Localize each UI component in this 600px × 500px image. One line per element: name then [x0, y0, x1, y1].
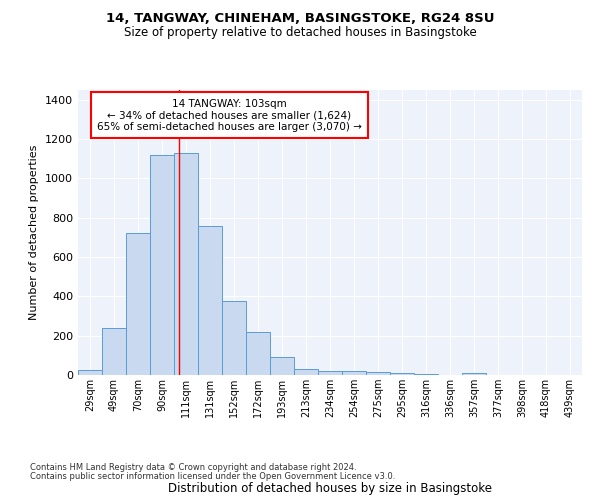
Y-axis label: Number of detached properties: Number of detached properties [29, 145, 40, 320]
Bar [247, 332, 270, 375]
Text: Distribution of detached houses by size in Basingstoke: Distribution of detached houses by size … [168, 482, 492, 495]
Bar [223, 302, 246, 375]
Bar [366, 372, 390, 375]
Bar [175, 153, 198, 375]
Bar [127, 234, 150, 375]
Bar [342, 372, 366, 375]
Bar [391, 373, 414, 375]
Text: Contains public sector information licensed under the Open Government Licence v3: Contains public sector information licen… [30, 472, 395, 481]
Bar [151, 155, 174, 375]
Bar [198, 226, 222, 375]
Text: Contains HM Land Registry data © Crown copyright and database right 2024.: Contains HM Land Registry data © Crown c… [30, 464, 356, 472]
Text: 14, TANGWAY, CHINEHAM, BASINGSTOKE, RG24 8SU: 14, TANGWAY, CHINEHAM, BASINGSTOKE, RG24… [106, 12, 494, 26]
Bar [295, 369, 318, 375]
Bar [415, 374, 438, 375]
Bar [103, 328, 126, 375]
Bar [271, 358, 294, 375]
Text: 14 TANGWAY: 103sqm
← 34% of detached houses are smaller (1,624)
65% of semi-deta: 14 TANGWAY: 103sqm ← 34% of detached hou… [97, 98, 362, 132]
Text: Size of property relative to detached houses in Basingstoke: Size of property relative to detached ho… [124, 26, 476, 39]
Bar [463, 374, 486, 375]
Bar [319, 371, 342, 375]
Bar [78, 370, 102, 375]
